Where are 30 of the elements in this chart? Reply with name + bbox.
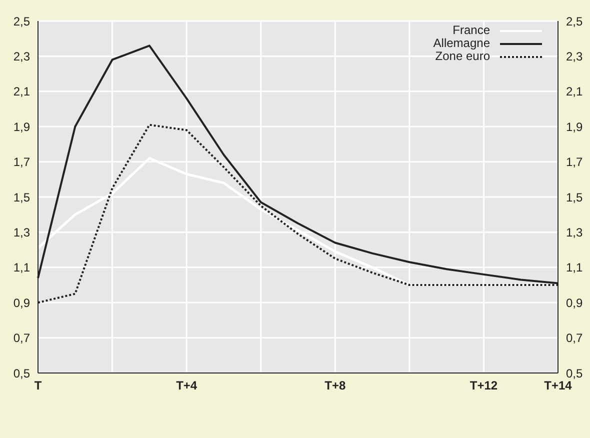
legend-label: France [452,23,490,37]
y2-tick-label: 1,5 [566,190,584,204]
y2-tick-label: 1,7 [566,155,584,170]
y-tick-label: 1,9 [13,120,30,134]
legend-label: Zone euro [435,49,490,63]
y2-tick-label: 2,5 [566,14,584,28]
y2-tick-label: 2,1 [566,84,584,99]
y2-tick-label: 1,1 [566,260,584,275]
x-tick-label: T+14 [544,378,572,393]
y-tick-label: 0,5 [13,366,30,380]
y2-tick-label: 0,7 [566,331,584,346]
y2-tick-label: 2,3 [566,49,584,64]
y-tick-label: 0,7 [13,331,30,346]
y-tick-label: 1,5 [13,190,30,204]
x-tick-label: T+8 [324,378,346,393]
x-tick-label: T+12 [470,378,498,393]
y-tick-label: 2,1 [13,84,30,99]
y2-tick-label: 0,9 [566,296,584,310]
y2-tick-label: 0,5 [566,366,584,380]
y2-tick-label: 1,9 [566,120,584,134]
legend-label: Allemagne [433,36,490,50]
y-tick-label: 1,1 [13,260,30,275]
y-tick-label: 2,3 [13,49,30,64]
y-tick-label: 1,7 [13,155,30,170]
y-tick-label: 1,3 [13,225,30,240]
x-tick-label: T+4 [176,378,198,393]
y2-tick-label: 1,3 [566,225,584,240]
y-tick-label: 2,5 [13,14,30,28]
x-tick-label: T [34,378,42,393]
y-tick-label: 0,9 [13,296,30,310]
